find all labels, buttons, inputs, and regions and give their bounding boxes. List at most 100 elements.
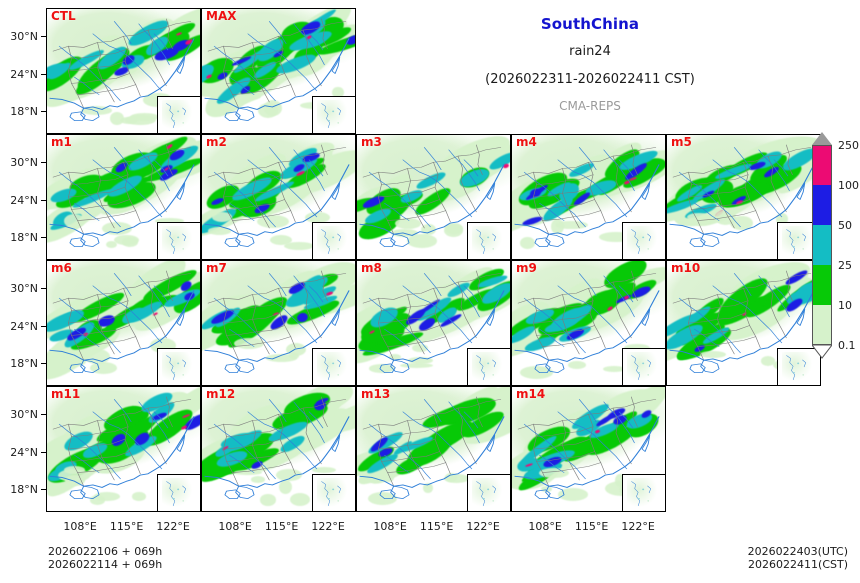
inset-coastline — [166, 103, 187, 129]
map-panel-m10[interactable]: m10 — [666, 260, 821, 386]
coastline — [359, 290, 505, 373]
inset-land-tint — [627, 351, 657, 381]
south-china-sea-inset — [157, 474, 200, 511]
y-axis-tick-label: 18°N — [10, 105, 38, 119]
map-panel-m11[interactable]: m11 — [46, 386, 201, 512]
river-network — [678, 147, 790, 228]
x-axis-tick-label: 108°E — [218, 520, 252, 533]
panel-label: m5 — [671, 135, 692, 149]
map-panel-m9[interactable]: m9 — [511, 260, 666, 386]
panel-label: m9 — [516, 261, 537, 275]
south-china-sea-inset — [312, 348, 355, 385]
colorbar: 250 100 50 25 10 0.1 — [812, 132, 859, 359]
y-axis-tick-mark — [41, 287, 46, 289]
panel-label: CTL — [51, 9, 76, 23]
inset-land-tint — [472, 225, 502, 255]
province-borders — [362, 270, 502, 361]
map-canvas — [667, 135, 820, 259]
south-china-sea-inset — [157, 222, 200, 259]
footer-init-utc: 2026022106 + 069h — [48, 545, 163, 558]
coastline — [359, 164, 505, 247]
inset-land-tint — [317, 477, 347, 507]
panel-label: m11 — [51, 387, 81, 401]
inset-coastline — [166, 481, 187, 507]
province-borders — [207, 396, 347, 487]
south-china-sea-inset — [312, 474, 355, 511]
inset-coastline — [166, 355, 187, 381]
river-network — [368, 147, 480, 228]
y-axis-tick-label: 24°N — [10, 445, 38, 459]
y-axis-tick-mark — [41, 325, 46, 327]
map-panel-m12[interactable]: m12 — [201, 386, 356, 512]
inset-coastline — [786, 355, 807, 381]
colorbar-tick-label: 10 — [838, 299, 852, 312]
panel-label: MAX — [206, 9, 237, 23]
south-china-sea-inset — [312, 96, 355, 133]
coastline — [49, 164, 195, 247]
y-axis-tick-mark — [41, 35, 46, 37]
colorbar-tick-label: 25 — [838, 259, 852, 272]
colorbar-tick-label: 50 — [838, 219, 852, 232]
panel-label: m12 — [206, 387, 236, 401]
inset-coastline — [321, 481, 342, 507]
map-panel-m4[interactable]: m4 — [511, 134, 666, 260]
region-title: SouthChina — [540, 15, 640, 33]
inset-land-tint — [317, 99, 347, 129]
y-axis-tick-label: 30°N — [10, 155, 38, 169]
river-network — [368, 399, 480, 480]
province-borders — [517, 144, 657, 235]
inset-land-tint — [317, 225, 347, 255]
south-china-sea-inset — [157, 96, 200, 133]
x-axis-tick-label: 108°E — [528, 520, 562, 533]
map-panel-m7[interactable]: m7 — [201, 260, 356, 386]
inset-land-tint — [627, 477, 657, 507]
province-borders — [52, 18, 192, 109]
y-axis-tick-mark — [41, 73, 46, 75]
map-panel-m3[interactable]: m3 — [356, 134, 511, 260]
panel-label: m8 — [361, 261, 382, 275]
map-panel-m6[interactable]: m6 — [46, 260, 201, 386]
province-borders — [207, 144, 347, 235]
south-china-sea-inset — [622, 348, 665, 385]
panel-label: m6 — [51, 261, 72, 275]
map-canvas — [357, 261, 510, 385]
map-panel-max[interactable]: MAX — [201, 8, 356, 134]
panel-label: m13 — [361, 387, 391, 401]
map-panel-m2[interactable]: m2 — [201, 134, 356, 260]
colorbar-band — [812, 145, 832, 185]
inset-land-tint — [472, 351, 502, 381]
colorbar-under-arrow — [812, 345, 832, 359]
coastline — [49, 38, 195, 121]
y-axis-tick-mark — [41, 363, 46, 365]
inset-coastline — [476, 481, 497, 507]
map-panel-m13[interactable]: m13 — [356, 386, 511, 512]
precip-field — [357, 387, 510, 511]
coastline — [204, 416, 350, 499]
inset-coastline — [166, 229, 187, 255]
map-panel-ctl[interactable]: CTL — [46, 8, 201, 134]
y-axis-tick-label: 18°N — [10, 231, 38, 245]
colorbar-bands — [812, 145, 832, 345]
y-axis-tick-mark — [41, 237, 46, 239]
precip-field — [202, 135, 355, 259]
map-panel-m1[interactable]: m1 — [46, 134, 201, 260]
x-axis-tick-label: 122°E — [311, 520, 345, 533]
y-axis-tick-mark — [41, 111, 46, 113]
inset-land-tint — [162, 225, 192, 255]
map-panel-m5[interactable]: m5 — [666, 134, 821, 260]
river-network — [58, 399, 170, 480]
footer-valid-utc: 2026022403(UTC) — [747, 545, 848, 558]
y-axis-tick-mark — [41, 489, 46, 491]
south-china-sea-inset — [312, 222, 355, 259]
coastline — [514, 416, 660, 499]
x-axis-tick-label: 115°E — [419, 520, 454, 533]
coastline — [514, 164, 660, 247]
model-label: CMA-REPS — [559, 99, 621, 113]
map-panel-m8[interactable]: m8 — [356, 260, 511, 386]
panel-label: m7 — [206, 261, 227, 275]
south-china-sea-inset — [622, 474, 665, 511]
y-axis-tick-label: 30°N — [10, 281, 38, 295]
y-axis-tick-label: 30°N — [10, 407, 38, 421]
colorbar-band — [812, 185, 832, 225]
map-panel-m14[interactable]: m14 — [511, 386, 666, 512]
